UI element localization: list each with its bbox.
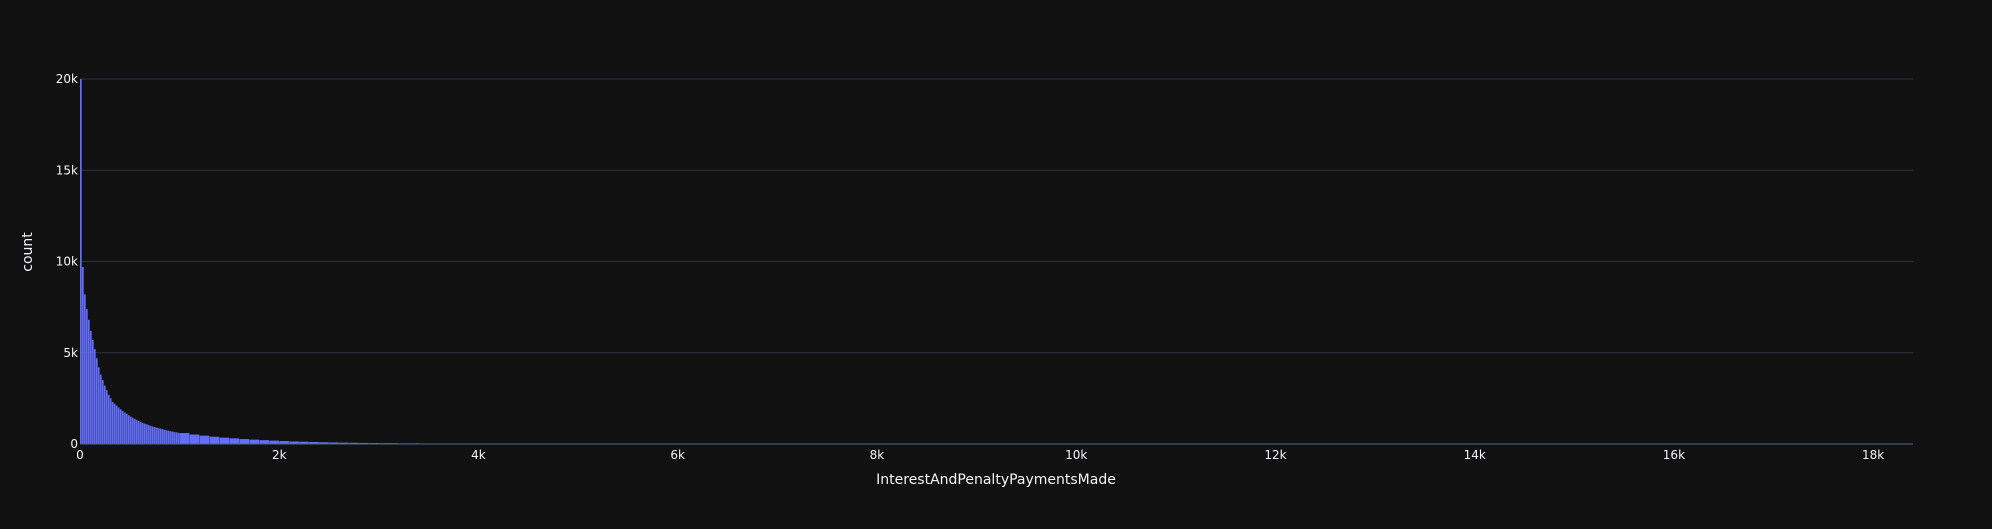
histogram-bar <box>107 394 110 444</box>
histogram-bar <box>329 442 339 444</box>
histogram-bar <box>161 429 164 444</box>
histogram-bar <box>279 441 289 444</box>
histogram-bar <box>159 428 162 444</box>
axis-layer: 0 5k 10k 15k 20k 0 2k 4k 6k 8k 10k 12k 14k 16k 18k <box>56 72 1913 462</box>
histogram-bar <box>219 437 230 444</box>
histogram-bar <box>143 423 146 444</box>
histogram-bar <box>319 442 329 444</box>
histogram-bar <box>299 441 309 444</box>
histogram-bar <box>155 427 158 444</box>
x-axis-title: InterestAndPenaltyPaymentsMade <box>876 472 1116 488</box>
x-tick-label: 8k <box>870 448 885 462</box>
histogram-bar <box>119 409 122 444</box>
y-axis-title: count <box>20 232 36 272</box>
histogram-bar <box>81 266 84 444</box>
histogram-bar <box>289 441 299 444</box>
histogram-bar <box>129 416 132 444</box>
histogram-bar <box>85 308 88 444</box>
histogram-bar <box>123 412 126 444</box>
histogram-bar <box>147 425 150 444</box>
histogram-bar <box>87 319 90 444</box>
histogram-bar <box>121 411 124 444</box>
histogram-bar <box>127 415 130 444</box>
x-tick-label: 16k <box>1663 448 1685 462</box>
histogram-bar <box>105 390 108 444</box>
histogram-bar <box>101 380 104 444</box>
histogram-bar <box>249 439 260 444</box>
histogram-bar <box>151 426 154 444</box>
histogram-bar <box>163 429 166 444</box>
x-tick-label: 0 <box>76 448 84 462</box>
histogram-bar <box>189 434 200 444</box>
histogram-bar <box>131 417 134 444</box>
histogram-bar <box>83 294 86 444</box>
x-tick-label: 10k <box>1065 448 1087 462</box>
histogram-bar <box>113 403 116 444</box>
histogram-bar <box>125 413 128 444</box>
histogram-bar <box>93 349 96 444</box>
histogram-bar <box>149 425 152 444</box>
x-tick-label: 12k <box>1264 448 1286 462</box>
histogram-bar <box>173 431 176 444</box>
histogram-bar <box>229 438 240 444</box>
histogram-bar <box>141 422 144 444</box>
x-tick-label: 2k <box>272 448 287 462</box>
histogram-bar <box>80 79 82 444</box>
histogram-bar <box>209 436 220 444</box>
histogram-bar <box>157 428 160 444</box>
histogram-bar <box>358 442 369 444</box>
histogram-bar <box>269 440 279 444</box>
histogram-bar <box>239 439 250 444</box>
histogram-bar <box>89 330 92 444</box>
bars-layer <box>80 79 640 445</box>
y-tick-label: 5k <box>63 346 78 360</box>
histogram-bar <box>111 402 114 444</box>
histogram-bar <box>167 430 170 444</box>
y-tick-label: 15k <box>56 163 78 177</box>
histogram-bar <box>199 435 210 444</box>
x-tick-label: 6k <box>670 448 685 462</box>
histogram-bar <box>309 441 319 444</box>
histogram-bar <box>259 440 269 444</box>
histogram-bar <box>95 358 98 444</box>
grid-layer <box>80 78 1913 354</box>
histogram-bar <box>339 442 349 444</box>
histogram-bar <box>179 433 190 444</box>
histogram-bar <box>348 442 359 444</box>
histogram-bar <box>175 432 178 444</box>
x-tick-label: 18k <box>1862 448 1884 462</box>
histogram-bar <box>171 431 174 444</box>
x-tick-label: 4k <box>471 448 486 462</box>
histogram-bar <box>115 405 118 444</box>
y-tick-label: 20k <box>56 72 78 86</box>
histogram-bar <box>177 432 180 444</box>
histogram-bar <box>97 367 100 444</box>
histogram-bar <box>153 427 156 444</box>
histogram-bar <box>103 385 106 444</box>
histogram-bar <box>169 431 172 444</box>
histogram-bar <box>165 430 168 444</box>
y-tick-label: 10k <box>56 255 78 269</box>
y-tick-label: 0 <box>70 437 78 451</box>
histogram-bar <box>109 398 112 444</box>
histogram-bar <box>117 407 120 444</box>
histogram-bar <box>99 374 102 444</box>
histogram-bar <box>133 418 136 444</box>
histogram-bar <box>139 422 142 444</box>
histogram-bar <box>91 339 94 444</box>
histogram-bar <box>145 424 148 444</box>
histogram-bar <box>137 421 140 444</box>
histogram-bar <box>135 419 138 444</box>
x-tick-label: 14k <box>1464 448 1486 462</box>
